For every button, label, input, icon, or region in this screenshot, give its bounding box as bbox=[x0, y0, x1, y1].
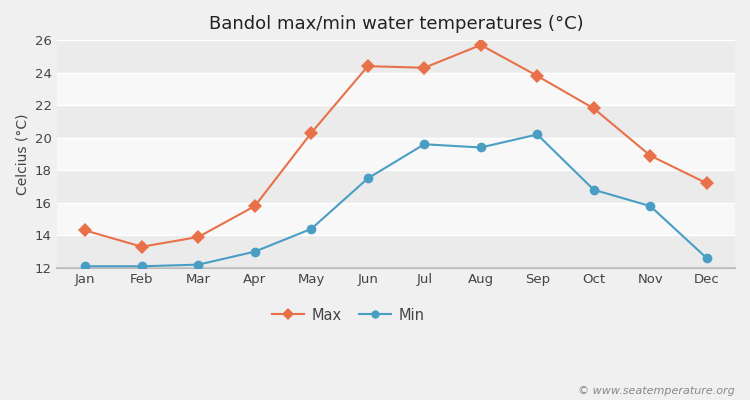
Min bbox=[646, 204, 655, 208]
Max bbox=[532, 74, 542, 78]
Y-axis label: Celcius (°C): Celcius (°C) bbox=[15, 113, 29, 195]
Min bbox=[532, 132, 542, 137]
Line: Max: Max bbox=[80, 40, 712, 252]
Max bbox=[194, 234, 202, 239]
Min bbox=[702, 256, 711, 260]
Bar bbox=[57, 170, 735, 203]
Min bbox=[363, 176, 372, 181]
Bar bbox=[57, 203, 735, 235]
Bar bbox=[57, 40, 735, 73]
Max bbox=[590, 106, 598, 111]
Max bbox=[646, 153, 655, 158]
Min bbox=[251, 249, 260, 254]
Bar bbox=[57, 105, 735, 138]
Min bbox=[81, 264, 90, 269]
Bar bbox=[57, 235, 735, 268]
Max bbox=[307, 130, 316, 135]
Max bbox=[702, 181, 711, 186]
Min bbox=[420, 142, 429, 147]
Title: Bandol max/min water temperatures (°C): Bandol max/min water temperatures (°C) bbox=[209, 15, 584, 33]
Max bbox=[476, 42, 485, 47]
Min bbox=[476, 145, 485, 150]
Min bbox=[590, 187, 598, 192]
Max bbox=[420, 65, 429, 70]
Max bbox=[251, 204, 260, 208]
Bar bbox=[57, 138, 735, 170]
Bar bbox=[57, 73, 735, 105]
Max bbox=[137, 244, 146, 249]
Min bbox=[137, 264, 146, 269]
Legend: Max, Min: Max, Min bbox=[266, 302, 430, 329]
Line: Min: Min bbox=[80, 130, 712, 271]
Max bbox=[81, 228, 90, 233]
Min bbox=[307, 226, 316, 231]
Max bbox=[363, 64, 372, 68]
Text: © www.seatemperature.org: © www.seatemperature.org bbox=[578, 386, 735, 396]
Min bbox=[194, 262, 202, 267]
